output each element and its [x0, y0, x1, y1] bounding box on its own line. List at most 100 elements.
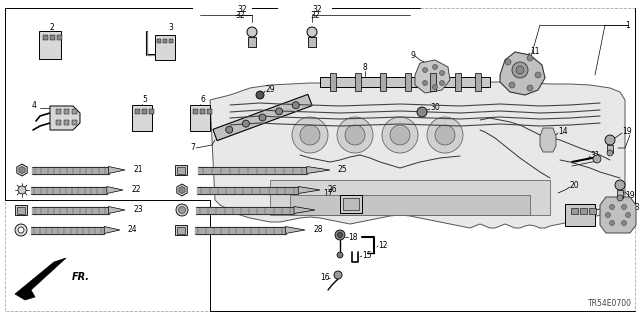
Circle shape — [505, 59, 511, 65]
Text: 32: 32 — [310, 11, 319, 19]
Circle shape — [247, 27, 257, 37]
Polygon shape — [15, 258, 66, 300]
Bar — [72, 120, 77, 125]
Bar — [155, 34, 175, 60]
Bar — [248, 37, 256, 47]
Circle shape — [292, 102, 300, 109]
Text: TR54E0700: TR54E0700 — [588, 300, 632, 308]
Text: 14: 14 — [558, 128, 568, 137]
Circle shape — [433, 85, 438, 90]
Text: 8: 8 — [363, 63, 367, 72]
Circle shape — [382, 117, 418, 153]
Text: #15: #15 — [137, 118, 147, 123]
Circle shape — [609, 220, 614, 226]
Text: 9: 9 — [410, 50, 415, 60]
Text: 7: 7 — [190, 144, 195, 152]
Circle shape — [334, 271, 342, 279]
Circle shape — [292, 117, 328, 153]
Bar — [56, 120, 61, 125]
Text: 24: 24 — [128, 226, 138, 234]
Bar — [149, 109, 154, 114]
Circle shape — [621, 204, 627, 210]
Bar — [50, 35, 55, 40]
Bar — [64, 120, 69, 125]
Circle shape — [337, 233, 342, 238]
Text: 23: 23 — [133, 205, 143, 214]
Text: 13: 13 — [630, 203, 639, 211]
Circle shape — [179, 206, 186, 213]
Bar — [157, 39, 161, 42]
Bar — [200, 109, 205, 114]
Circle shape — [337, 252, 343, 258]
Text: 16: 16 — [321, 273, 330, 283]
Circle shape — [617, 195, 623, 201]
Bar — [190, 105, 210, 131]
Circle shape — [516, 66, 524, 74]
Circle shape — [625, 212, 630, 218]
Text: 17: 17 — [323, 189, 333, 197]
Bar — [343, 198, 359, 210]
Polygon shape — [500, 52, 545, 95]
Circle shape — [18, 227, 24, 233]
Bar — [17, 206, 25, 213]
Circle shape — [593, 155, 601, 163]
Circle shape — [345, 125, 365, 145]
Circle shape — [226, 126, 233, 133]
Text: 20: 20 — [570, 181, 580, 189]
Bar — [142, 109, 147, 114]
Text: 29: 29 — [265, 85, 275, 94]
Text: 1: 1 — [625, 20, 630, 29]
Circle shape — [15, 224, 27, 236]
Text: 28: 28 — [313, 226, 323, 234]
Circle shape — [615, 180, 625, 190]
Bar — [72, 109, 77, 114]
Circle shape — [390, 125, 410, 145]
Text: 26: 26 — [328, 186, 338, 195]
Circle shape — [433, 64, 438, 70]
Bar — [405, 73, 411, 91]
Circle shape — [509, 82, 515, 88]
Circle shape — [417, 107, 427, 117]
Bar — [207, 109, 212, 114]
Circle shape — [621, 220, 627, 226]
Circle shape — [427, 117, 463, 153]
Text: 15: 15 — [362, 250, 372, 259]
Bar — [169, 39, 173, 42]
Circle shape — [18, 186, 26, 194]
Circle shape — [243, 120, 250, 127]
Polygon shape — [307, 167, 330, 174]
Circle shape — [176, 204, 188, 216]
Circle shape — [337, 117, 373, 153]
Circle shape — [605, 135, 615, 145]
Bar — [580, 208, 587, 214]
Bar — [132, 105, 152, 131]
Polygon shape — [600, 197, 636, 233]
Bar — [617, 190, 623, 198]
Bar — [270, 180, 550, 215]
Text: 27: 27 — [323, 205, 333, 214]
Text: 32: 32 — [237, 5, 246, 14]
Text: 30: 30 — [430, 103, 440, 113]
Text: 19: 19 — [622, 128, 632, 137]
Text: 11: 11 — [530, 48, 540, 56]
Text: FR.: FR. — [72, 272, 90, 282]
Text: 21: 21 — [133, 166, 143, 174]
Bar — [355, 73, 361, 91]
Polygon shape — [17, 164, 27, 176]
Circle shape — [259, 114, 266, 121]
Polygon shape — [177, 184, 187, 196]
Bar — [290, 195, 530, 215]
Circle shape — [440, 70, 445, 76]
Circle shape — [276, 108, 283, 115]
Bar — [175, 165, 187, 175]
Bar — [57, 35, 62, 40]
Circle shape — [440, 80, 445, 85]
Bar — [177, 226, 185, 234]
Polygon shape — [109, 167, 125, 174]
Polygon shape — [210, 82, 625, 228]
Circle shape — [512, 62, 528, 78]
Bar — [56, 109, 61, 114]
Text: 25: 25 — [338, 166, 348, 174]
Circle shape — [527, 55, 533, 61]
Text: 18: 18 — [348, 234, 358, 242]
